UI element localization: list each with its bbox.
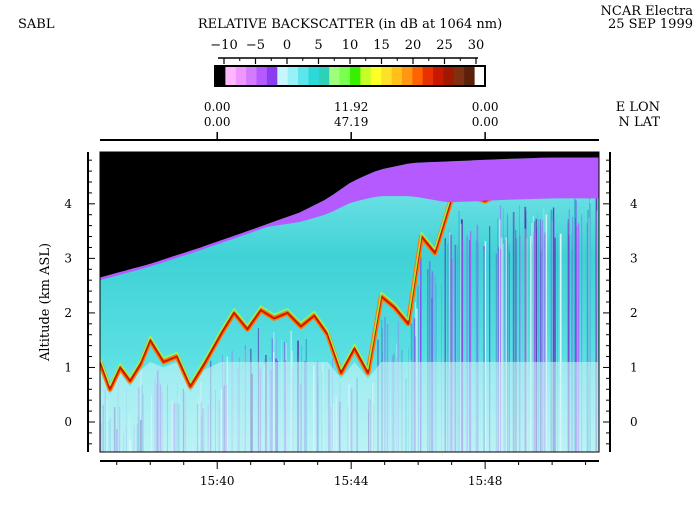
- top-axis-lon-label: 0.00: [204, 100, 231, 114]
- colorbar-tick-label: 25: [436, 38, 453, 53]
- y-axis-tick-label-left: 4: [64, 197, 72, 211]
- colorbar-segment: [391, 66, 403, 86]
- instrument-label: SABL: [18, 17, 55, 32]
- lat-axis-label: N LAT: [619, 115, 661, 130]
- plot-frame: [99, 151, 600, 453]
- colorbar-segment: [443, 66, 455, 86]
- platform-label: NCAR Electra: [601, 4, 694, 19]
- no-data-region: [100, 152, 599, 278]
- y-axis-tick-label-right: 1: [630, 360, 638, 374]
- colorbar-segment: [422, 66, 434, 86]
- x-axis-tick-label: 15:48: [468, 474, 503, 488]
- colorbar-segment: [225, 66, 237, 86]
- surface-aerosol-layer: [100, 362, 599, 452]
- y-axis-tick-label-right: 0: [630, 415, 638, 429]
- colorbar-tick-label: 0: [283, 38, 291, 53]
- top-axis-lat-label: 47.19: [334, 115, 368, 129]
- colorbar-segments: [215, 66, 486, 86]
- y-axis-tick-label-left: 2: [64, 306, 72, 320]
- y-axis-tick-label-right: 3: [630, 251, 638, 265]
- colorbar-segment: [318, 66, 330, 86]
- colorbar-tick-label: 5: [314, 38, 322, 53]
- colorbar-segment: [215, 66, 226, 86]
- y-axis-tick-label-right: 2: [630, 306, 638, 320]
- colorbar-segment: [329, 66, 341, 86]
- colorbar-segment: [339, 66, 351, 86]
- colorbar-tick-label: 20: [405, 38, 422, 53]
- colorbar-tick-labels: −10 −5 0 5 10 15 20 25 30: [210, 38, 484, 53]
- top-axis-lat-label: 0.00: [472, 115, 499, 129]
- colorbar-segment: [298, 66, 309, 86]
- y-axis-tick-label-left: 0: [64, 415, 72, 429]
- y-axis-tick-label-left: 1: [64, 360, 72, 374]
- top-axis-ticks: [216, 132, 486, 140]
- lon-axis-label: E LON: [616, 100, 660, 115]
- colorbar-tick-label: 10: [342, 38, 359, 53]
- x-axis-tick-labels: 15:40 15:44 15:48: [200, 474, 503, 488]
- colorbar-frame: [214, 65, 486, 87]
- top-axis-lon-label: 0.00: [472, 100, 499, 114]
- colorbar-segment: [246, 66, 258, 86]
- colorbar-segment: [277, 66, 289, 86]
- top-axis-lon-label: 11.92: [334, 100, 368, 114]
- colorbar-segment: [256, 66, 268, 86]
- colorbar-segment: [266, 66, 278, 86]
- y-axis-tick-labels: 0 0 1 1 2 2 3 3 4 4: [64, 197, 638, 429]
- cloud-top-band: [100, 157, 599, 281]
- colorbar-tick-label: 30: [468, 38, 485, 53]
- colorbar-segment: [464, 66, 476, 86]
- colorbar-tick-label: −5: [246, 38, 265, 53]
- colorbar-segment: [360, 66, 372, 86]
- colorbar-segment: [308, 66, 320, 86]
- colorbar-segment: [453, 66, 465, 86]
- y-axis-tick-label-right: 4: [630, 197, 638, 211]
- y-axis-tick-label-left: 3: [64, 251, 72, 265]
- top-axis-lat-label: 0.00: [204, 115, 231, 129]
- colorbar-segment: [412, 66, 424, 86]
- colorbar-segment: [401, 66, 413, 86]
- colorbar-title: RELATIVE BACKSCATTER (in dB at 1064 nm): [198, 17, 502, 32]
- colorbar-segment: [287, 66, 299, 86]
- colorbar-tick-label: 15: [373, 38, 390, 53]
- plot-area: [100, 152, 599, 452]
- colorbar-segment: [474, 66, 486, 86]
- colorbar-segment: [370, 66, 382, 86]
- y-axis-title: Altitude (km ASL): [38, 243, 53, 362]
- colorbar-tick-label: −10: [210, 38, 237, 53]
- colorbar-tick-marks: [223, 58, 477, 64]
- x-axis-tick-label: 15:40: [200, 474, 235, 488]
- colorbar-segment: [433, 66, 444, 86]
- colorbar-segment: [350, 66, 361, 86]
- colorbar-segment: [381, 66, 393, 86]
- colorbar-segment: [235, 66, 247, 86]
- y-axis-ticks: [88, 159, 610, 445]
- date-label: 25 SEP 1999: [608, 17, 693, 32]
- x-axis-ticks: [116, 461, 587, 469]
- x-axis-tick-label: 15:44: [334, 474, 369, 488]
